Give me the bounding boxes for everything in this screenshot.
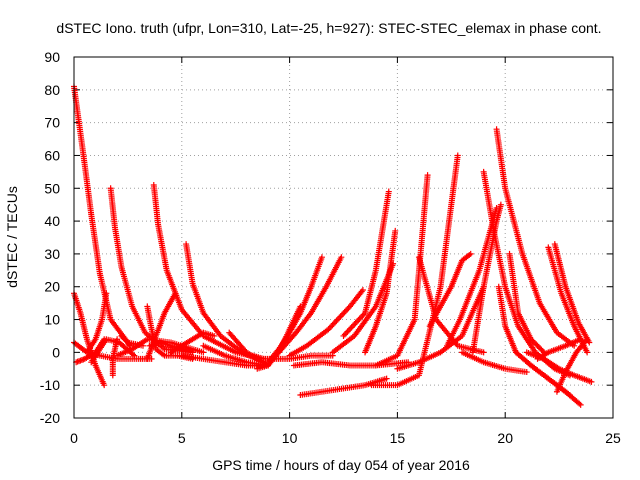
x-tick-label: 10 [282, 430, 298, 446]
data-point [480, 349, 487, 356]
series-track [372, 172, 431, 369]
data-point [172, 290, 179, 297]
data-series [71, 83, 595, 408]
axis-ticks: 0 5 10 15 20 25 -20 -10 0 10 20 30 40 50 60 70 80 90 [40, 49, 621, 446]
series-track [551, 241, 593, 346]
series-track [150, 181, 267, 362]
data-point [211, 332, 218, 339]
series-track [249, 352, 336, 362]
series-track [426, 250, 474, 330]
data-point [523, 369, 530, 376]
data-point [577, 336, 584, 343]
series-track [83, 290, 110, 356]
y-tick-label: 60 [44, 147, 60, 163]
series-track [340, 188, 392, 339]
y-tick-label: -10 [40, 377, 60, 393]
data-point [467, 250, 474, 257]
data-point [83, 349, 90, 356]
data-point [114, 336, 121, 343]
data-point [127, 342, 134, 349]
x-tick-label: 0 [70, 430, 78, 446]
data-point [584, 349, 591, 356]
data-point [576, 400, 583, 407]
series-track [493, 126, 578, 349]
series-track [459, 349, 530, 376]
series-track [329, 260, 397, 356]
data-point [385, 188, 392, 195]
y-tick-label: 80 [44, 82, 60, 98]
x-tick-label: 5 [178, 430, 186, 446]
chart-title: dSTEC Iono. truth (ufpr, Lon=310, Lat=-2… [56, 20, 601, 36]
data-point [392, 227, 399, 234]
series-track [362, 227, 399, 356]
data-point [131, 352, 138, 359]
y-tick-label: 90 [44, 49, 60, 65]
data-point [539, 348, 546, 355]
x-tick-label: 25 [605, 430, 621, 446]
data-point [383, 375, 390, 382]
data-point [189, 349, 196, 356]
data-point [584, 336, 591, 343]
y-tick-label: -20 [40, 410, 60, 426]
x-tick-label: 20 [497, 430, 513, 446]
series-track [290, 359, 412, 369]
plot-frame [73, 56, 614, 419]
y-tick-label: 40 [44, 213, 60, 229]
data-point [577, 401, 584, 408]
y-tick-label: 0 [52, 344, 60, 360]
series-track [168, 329, 218, 356]
data-point [359, 287, 366, 294]
series-track [297, 375, 390, 399]
data-point [200, 349, 207, 356]
series-track [553, 336, 591, 395]
series-track [118, 332, 134, 349]
x-axis-label: GPS time / hours of day 054 of year 2016 [212, 457, 470, 473]
data-point [497, 201, 504, 208]
series-track [512, 349, 584, 408]
series-track [265, 254, 325, 366]
series-track [286, 287, 366, 359]
data-point [424, 172, 431, 179]
data-point [338, 254, 345, 261]
data-point [588, 378, 595, 385]
y-tick-label: 10 [44, 312, 60, 328]
series-track [506, 250, 548, 356]
y-tick-label: 20 [44, 279, 60, 295]
y-axis-label: dSTEC / TECUs [4, 186, 20, 288]
series-track [275, 254, 345, 356]
y-tick-label: 30 [44, 246, 60, 262]
data-point [318, 254, 325, 261]
series-track [200, 342, 272, 369]
data-point [129, 351, 136, 358]
series-track [534, 336, 584, 362]
y-tick-label: 70 [44, 115, 60, 131]
data-point [101, 382, 108, 389]
data-point [454, 152, 461, 159]
x-tick-label: 15 [390, 430, 406, 446]
y-tick-label: 50 [44, 180, 60, 196]
